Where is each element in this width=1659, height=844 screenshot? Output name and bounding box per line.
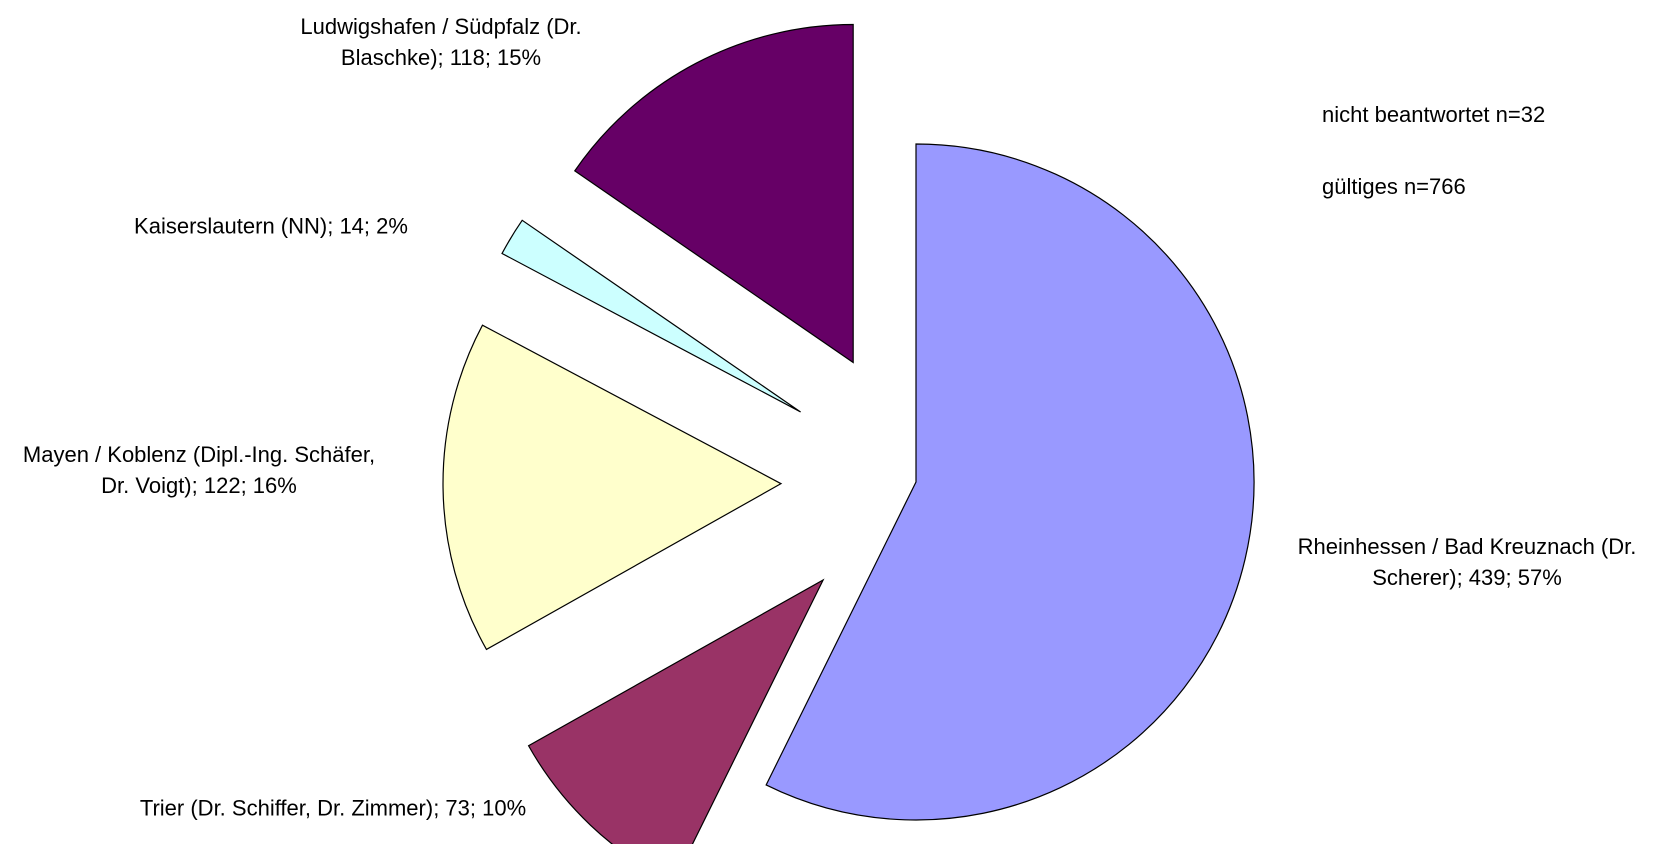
pie-slice <box>573 23 854 364</box>
pie-slice <box>765 143 1255 821</box>
annotation: gültiges n=766 <box>1322 174 1466 199</box>
slice-label: Mayen / Koblenz (Dipl.-Ing. Schäfer, Dr.… <box>22 442 376 498</box>
slice-label: Kaiserslautern (NN); 14; 2% <box>134 213 408 239</box>
pie-slice <box>501 219 801 413</box>
slice-label: Rheinhessen / Bad Kreuznach (Dr. Scherer… <box>1297 534 1637 590</box>
annotation: nicht beantwortet n=32 <box>1322 102 1546 127</box>
pie-slice <box>442 324 783 651</box>
pie-slice <box>527 578 825 844</box>
slice-label: Trier (Dr. Schiffer, Dr. Zimmer); 73; 10… <box>139 795 527 821</box>
slice-label: Ludwigshafen / Südpfalz (Dr. Blaschke); … <box>300 14 582 70</box>
